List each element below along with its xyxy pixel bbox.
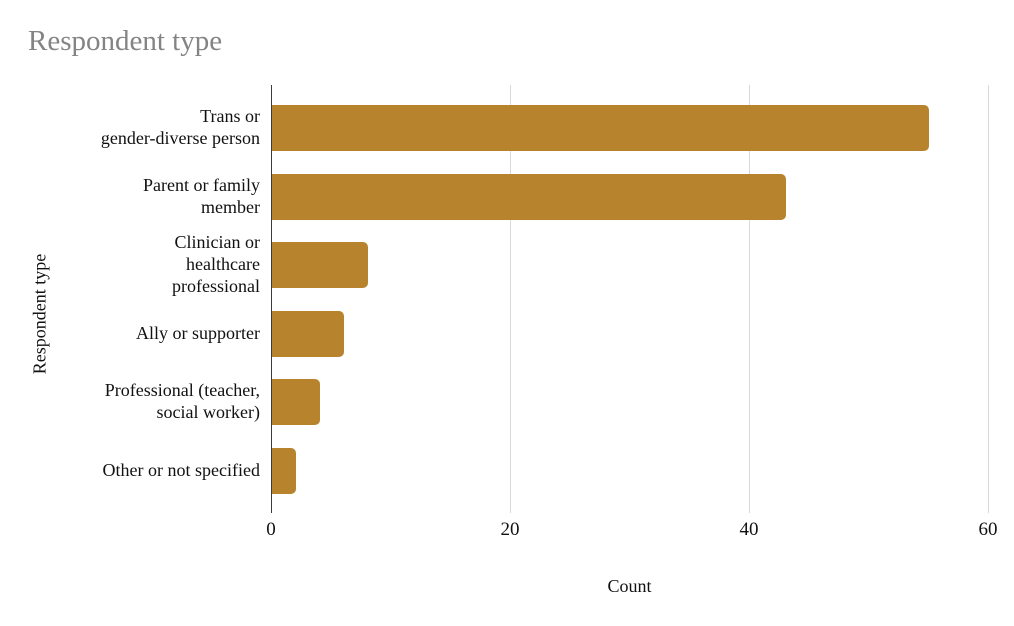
x-axis-title: Count (607, 576, 652, 596)
bar[interactable] (272, 379, 320, 426)
category-label: Clinician or healthcare professional (172, 232, 260, 297)
category-label: Parent or family member (143, 174, 260, 217)
x-gridline (749, 85, 750, 513)
bar[interactable] (272, 173, 786, 220)
bar[interactable] (272, 242, 368, 289)
x-gridline (510, 85, 511, 513)
x-tick-label: 20 (500, 519, 520, 540)
category-label: Trans or gender-diverse person (100, 106, 260, 149)
y-axis-title: Respondent type (29, 253, 50, 375)
category-label: Other or not specified (102, 459, 260, 480)
x-tick-label: 0 (266, 519, 276, 540)
bar[interactable] (272, 447, 296, 494)
plot-area: 0 20 40 60 Trans or gender-diverse person Pare… (101, 85, 998, 540)
category-label: Ally or supporter (136, 322, 260, 343)
y-axis-line (271, 85, 272, 513)
x-gridline (988, 85, 989, 513)
x-tick-label: 60 (978, 519, 998, 540)
bar[interactable] (272, 105, 929, 152)
category-label: Professional (teacher, social worker) (104, 380, 260, 423)
bar[interactable] (272, 310, 344, 357)
chart-title: Respondent type (28, 25, 223, 57)
x-tick-label: 40 (739, 519, 759, 540)
